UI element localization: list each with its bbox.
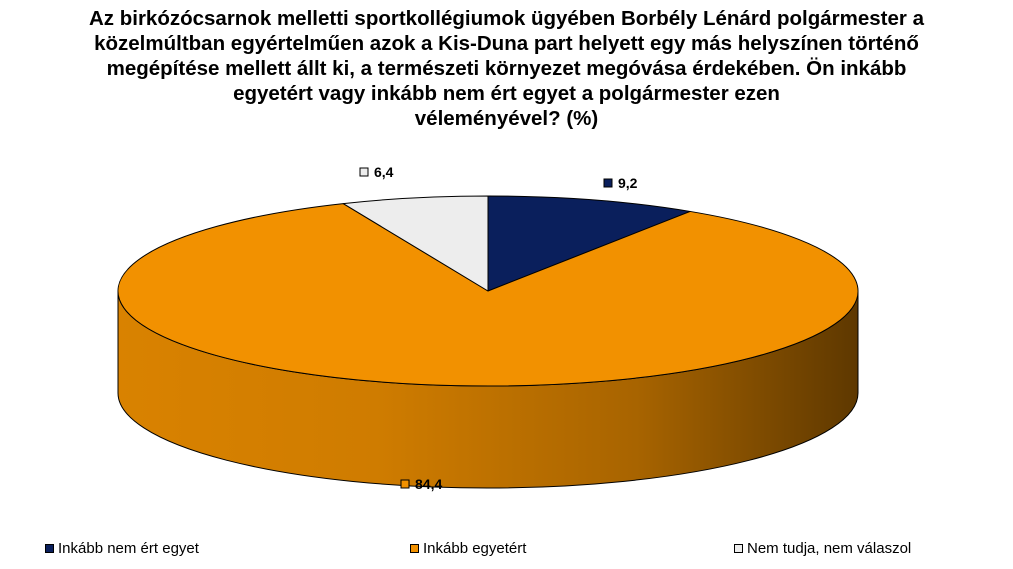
legend-item-nem-tudja: Nem tudja, nem válaszol <box>734 540 911 557</box>
legend-label: Nem tudja, nem válaszol <box>747 540 912 557</box>
title-line-1: Az birkózócsarnok melletti sportkollégiu… <box>88 7 924 30</box>
legend-item-inkabb-egyetert: Inkább egyetért <box>410 540 526 557</box>
data-label-0: 9,2 <box>618 175 638 191</box>
data-label-swatch-1 <box>400 479 410 489</box>
legend-label: Inkább nem ért egyet <box>58 540 199 557</box>
legend-swatch <box>410 544 419 553</box>
title-line-2: közelmúltban egyértelműen azok a Kis-Dun… <box>94 32 919 55</box>
title-line-4: egyetért vagy inkább nem ért egyet a pol… <box>233 82 780 105</box>
legend-swatch <box>734 544 743 553</box>
data-label-1: 84,4 <box>415 476 442 492</box>
title-line-5: véleményével? (%) <box>414 107 599 130</box>
legend-label: Inkább egyetért <box>423 540 527 557</box>
data-label-2: 6,4 <box>374 164 394 180</box>
legend-item-inkabb-nem-ert-egyet: Inkább nem ért egyet <box>45 540 199 557</box>
pie-slice-2 <box>342 195 489 292</box>
data-label-swatch-2 <box>359 167 369 177</box>
data-label-swatch-0 <box>603 178 613 188</box>
pie-slice-1 <box>117 203 859 387</box>
title-line-3: megépítése mellett állt ki, a természeti… <box>106 57 907 80</box>
legend: Inkább nem ért egyet Inkább egyetért Nem… <box>0 540 1013 560</box>
legend-swatch <box>45 544 54 553</box>
pie-slice-0 <box>487 195 691 292</box>
chart-title: Az birkózócsarnok melletti sportkollégiu… <box>0 6 1013 131</box>
